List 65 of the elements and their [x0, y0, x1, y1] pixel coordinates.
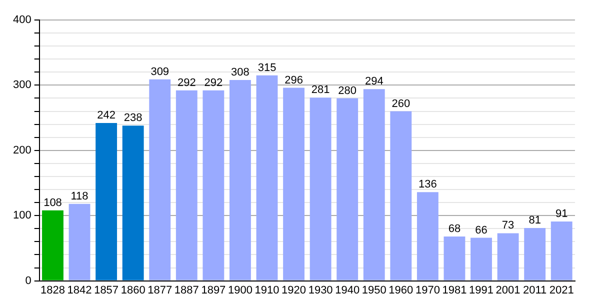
x-tick-label: 1930	[308, 284, 333, 296]
x-tick-label: 1950	[362, 284, 386, 296]
data-label: 242	[97, 110, 116, 122]
bar	[310, 98, 332, 280]
x-tick-label: 1970	[415, 284, 440, 296]
data-label: 280	[338, 84, 357, 97]
data-label: 108	[44, 196, 62, 209]
data-label: 294	[364, 76, 384, 88]
data-label: 260	[392, 98, 410, 110]
x-tick-label: 1860	[120, 284, 146, 296]
x-tick-label: 1877	[148, 284, 172, 296]
x-tick-label: 2011	[523, 284, 547, 296]
x-tick-label: 1960	[388, 284, 414, 296]
bar	[336, 98, 358, 280]
bar	[550, 221, 572, 280]
data-label: 292	[177, 76, 196, 89]
bar	[42, 210, 64, 280]
x-tick-label: 1991	[469, 284, 494, 296]
data-label: 296	[284, 74, 303, 86]
x-tick-label: 1981	[442, 284, 467, 296]
x-tick-label: 1910	[254, 284, 280, 296]
data-label: 136	[418, 178, 437, 191]
bar	[416, 192, 438, 280]
bar	[96, 123, 118, 280]
data-label: 81	[528, 214, 541, 227]
data-label: 308	[231, 66, 250, 79]
x-tick-label: 1897	[201, 284, 226, 296]
x-tick-label: 1940	[335, 284, 360, 296]
data-label: 73	[502, 220, 514, 232]
bar	[524, 228, 546, 280]
bar	[176, 90, 198, 280]
x-tick-label: 2001	[496, 284, 520, 296]
y-tick-label: 400	[12, 14, 32, 26]
y-tick-label: 0	[25, 274, 32, 287]
bar	[256, 75, 278, 280]
x-tick-label: 1920	[282, 284, 306, 296]
data-label: 66	[475, 224, 488, 236]
x-tick-label: 2021	[549, 284, 574, 296]
x-tick-label: 1828	[40, 284, 65, 296]
bar	[68, 204, 90, 280]
y-tick-label: 300	[12, 79, 32, 92]
x-tick-label: 1887	[174, 284, 199, 296]
data-label: 68	[448, 222, 461, 235]
bar	[122, 126, 144, 280]
data-label: 91	[555, 208, 568, 220]
bar	[230, 80, 251, 280]
y-tick-label: 100	[12, 210, 32, 222]
y-tick-label: 200	[12, 144, 32, 156]
x-tick-label: 1842	[67, 284, 92, 296]
data-label: 292	[204, 76, 223, 89]
bar	[202, 90, 224, 280]
bar	[497, 233, 519, 280]
x-tick-label: 1900	[228, 284, 252, 296]
bar	[444, 236, 466, 280]
x-tick-label: 1857	[94, 284, 119, 296]
data-label: 315	[258, 62, 276, 74]
data-label: 281	[311, 84, 330, 96]
bar	[470, 238, 492, 280]
bar	[149, 79, 171, 280]
data-label: 309	[150, 66, 170, 78]
data-label: 238	[124, 112, 142, 124]
data-label: 118	[70, 190, 88, 202]
bar	[283, 88, 304, 280]
bar	[390, 111, 412, 280]
bar	[363, 89, 385, 280]
